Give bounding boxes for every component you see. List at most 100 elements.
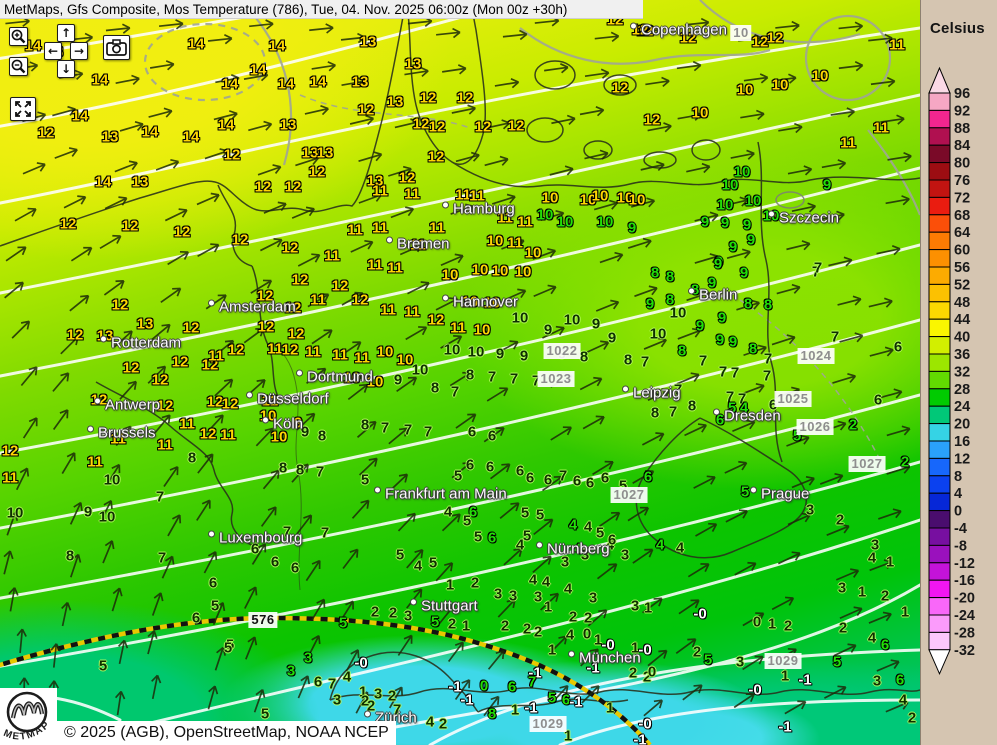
temp-value: 9	[714, 253, 724, 271]
temp-value: 1	[630, 639, 640, 657]
map-canvas[interactable]: 14 14 14 14 14 14 14 14 13 13 13 13 12 12 12 12 12 12 12 13…	[0, 0, 920, 745]
temp-value: 9	[393, 371, 403, 389]
temp-value: -1	[528, 664, 542, 682]
temp-value: 8	[487, 705, 497, 723]
temp-value: 9	[627, 219, 637, 237]
temp-value: 5	[338, 614, 348, 632]
temp-value: -0	[693, 605, 707, 623]
temp-value: 10	[396, 351, 414, 369]
temp-value: 11	[2, 469, 18, 487]
svg-text:68: 68	[954, 208, 970, 224]
temp-value: 3	[837, 579, 847, 597]
temp-value: 10	[811, 67, 829, 85]
temp-value: 12	[281, 239, 299, 257]
svg-text:36: 36	[954, 347, 970, 363]
snapshot-button[interactable]	[103, 35, 130, 60]
temp-value: 6	[585, 474, 595, 492]
temp-value: 14	[141, 123, 159, 141]
temp-value: 2	[500, 617, 510, 635]
temp-value: 10	[467, 343, 485, 361]
temp-value: 5	[430, 613, 440, 631]
temp-value: 10	[591, 187, 609, 205]
pan-up-button[interactable]: ↑	[57, 24, 75, 42]
temp-value: 9	[645, 295, 655, 313]
temp-value: 5	[547, 689, 557, 707]
city-name: Prague	[761, 485, 810, 503]
temp-value: 9	[728, 238, 738, 256]
temp-value: 7	[327, 675, 337, 693]
temp-value: 5	[473, 528, 483, 546]
temp-value: 12	[507, 117, 525, 135]
temp-value: 7	[698, 352, 708, 370]
temp-value: 2	[848, 416, 858, 434]
svg-text:80: 80	[954, 156, 970, 172]
temp-value: 14	[309, 73, 327, 91]
temp-value: 7	[558, 467, 568, 485]
temp-value: 8	[743, 295, 753, 313]
temp-value: 9	[293, 414, 303, 432]
temp-value: 4	[565, 626, 575, 644]
temp-value: 8	[748, 340, 758, 358]
temp-value: 12	[221, 395, 239, 413]
temp-value: 2	[360, 692, 370, 710]
pan-left-button[interactable]: ←	[44, 42, 62, 60]
temp-value: 11	[450, 319, 466, 337]
temp-value: 7	[157, 549, 167, 567]
temp-value: 11	[429, 219, 445, 237]
temp-value: 11	[324, 247, 340, 265]
temp-value: 12	[456, 89, 474, 107]
city-name: Antwerp	[105, 396, 161, 414]
svg-text:0: 0	[954, 504, 962, 520]
temp-value: 9	[300, 423, 310, 441]
temp-value: 11	[404, 303, 420, 321]
temp-value: 11	[208, 347, 224, 365]
temp-value: 11	[310, 291, 326, 309]
temp-value: 11	[332, 346, 348, 364]
pan-down-button[interactable]: ↓	[57, 60, 75, 78]
pan-right-button[interactable]: →	[70, 42, 88, 60]
temp-value: 10	[343, 369, 361, 387]
temp-value: 6	[465, 456, 475, 474]
attribution-text: © 2025 (AGB), OpenStreetMap, NOAA NCEP	[64, 724, 389, 741]
temp-value: 2	[366, 697, 376, 715]
temp-value: 10	[461, 293, 479, 311]
zoom-out-button[interactable]	[9, 57, 28, 76]
temp-value: 7	[527, 673, 537, 691]
temp-value: 11	[372, 182, 388, 200]
temp-value: 6	[607, 531, 617, 549]
temp-value: 2	[783, 617, 793, 635]
temp-value: 12	[679, 29, 697, 47]
temp-value: 1	[605, 699, 615, 717]
temp-value: 14	[221, 75, 239, 93]
isobar-label: 1022	[543, 343, 581, 359]
temp-value: 10	[649, 325, 667, 343]
temp-value: 10	[103, 471, 121, 489]
city-label: München	[568, 650, 641, 667]
temp-value: 4	[443, 503, 453, 521]
zoom-in-button[interactable]	[9, 27, 28, 46]
city-marker-icon	[262, 416, 269, 424]
temp-value: 10	[511, 309, 529, 327]
city-marker-icon	[374, 486, 381, 494]
city-name: Amsterdam	[219, 298, 296, 316]
temp-value: 11	[367, 256, 383, 274]
temp-value: 9	[543, 321, 553, 339]
temp-value: 6	[191, 609, 201, 627]
temp-value: 10	[473, 321, 491, 339]
temp-value: 13	[316, 144, 334, 162]
svg-text:28: 28	[954, 382, 970, 398]
temp-value: 11	[404, 185, 420, 203]
temp-value: 12	[308, 163, 326, 181]
temp-value: 10	[366, 373, 384, 391]
isobar-label: 1025	[774, 391, 812, 407]
temp-value: 3	[735, 653, 745, 671]
fullscreen-button[interactable]	[10, 97, 36, 121]
temp-value: 10	[441, 266, 459, 284]
temp-value: 2	[900, 453, 910, 471]
city-label: Szczecin	[768, 210, 839, 227]
city-name: Dresden	[724, 407, 781, 425]
temp-value: 1	[857, 583, 867, 601]
temp-value: 2	[388, 604, 398, 622]
temp-value: 9	[728, 333, 738, 351]
